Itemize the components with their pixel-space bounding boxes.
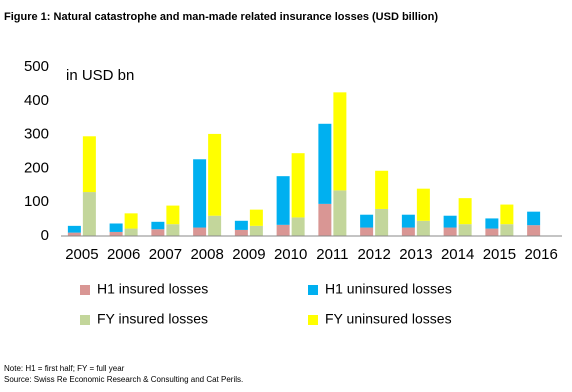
bar-segment xyxy=(360,227,374,236)
bar-segment xyxy=(124,228,138,236)
note: Note: H1 = first half; FY = full year xyxy=(4,364,125,373)
bar-segment xyxy=(166,224,180,236)
bar-segment xyxy=(443,227,457,236)
legend-swatch xyxy=(80,285,90,295)
legend-label: FY uninsured losses xyxy=(325,311,452,327)
bar-segment xyxy=(208,133,222,216)
source: Source: Swiss Re Economic Research & Con… xyxy=(4,375,243,384)
bar-segment xyxy=(401,227,415,236)
bar-segment xyxy=(291,153,305,218)
bar-segment xyxy=(318,203,332,236)
bar-segment xyxy=(193,159,207,228)
bar-segment xyxy=(375,170,389,209)
bar-segment xyxy=(249,209,263,226)
bar-segment xyxy=(208,215,222,236)
bar-segment xyxy=(109,223,123,232)
x-tick-label: 2013 xyxy=(399,246,432,263)
bar-segment xyxy=(416,188,430,221)
legend-label: H1 uninsured losses xyxy=(325,281,452,297)
legend-swatch xyxy=(308,285,318,295)
bar-segment xyxy=(500,204,514,225)
x-tick-label: 2011 xyxy=(316,246,348,263)
x-tick-label: 2008 xyxy=(190,246,223,263)
bar-segment xyxy=(360,214,374,228)
bar-segment xyxy=(67,232,81,236)
y-tick-label: 500 xyxy=(24,58,49,75)
bar-segment xyxy=(166,205,180,225)
x-tick-label: 2005 xyxy=(65,246,98,263)
bar-segment xyxy=(500,224,514,236)
y-tick-label: 400 xyxy=(24,92,49,109)
bar-segment xyxy=(375,208,389,236)
legend-swatch xyxy=(80,315,90,325)
bar-segment xyxy=(333,92,347,191)
x-tick-label: 2007 xyxy=(149,246,182,263)
x-tick-label: 2010 xyxy=(274,246,307,263)
bar-segment xyxy=(193,227,207,236)
bar-segment xyxy=(276,176,290,225)
x-tick-label: 2015 xyxy=(483,246,516,263)
x-tick-label: 2006 xyxy=(107,246,140,263)
x-tick-label: 2012 xyxy=(357,246,390,263)
y-tick-label: 200 xyxy=(24,159,49,176)
bar-segment xyxy=(401,214,415,228)
bar-segment xyxy=(151,229,165,236)
bar-segment xyxy=(151,221,165,230)
bar-segment xyxy=(234,229,248,236)
bar-segment xyxy=(276,224,290,236)
chart-title: Figure 1: Natural catastrophe and man-ma… xyxy=(4,11,438,23)
bar-segment xyxy=(333,190,347,236)
bar-segment xyxy=(527,225,541,236)
bar-segment xyxy=(458,224,472,236)
bar-segment xyxy=(485,228,499,236)
bar-segment xyxy=(234,220,248,230)
legend-label: H1 insured losses xyxy=(97,281,208,297)
annotation: in USD bn xyxy=(66,67,134,84)
bar-segment xyxy=(291,217,305,236)
bar-segment xyxy=(249,225,263,236)
x-tick-label: 2009 xyxy=(232,246,265,263)
bar-segment xyxy=(67,225,81,233)
bar-segment xyxy=(416,220,430,236)
bar-segment xyxy=(318,123,332,204)
bar-segment xyxy=(82,192,96,236)
bar-segment xyxy=(485,218,499,229)
bar-segment xyxy=(109,231,123,236)
y-tick-label: 0 xyxy=(41,227,49,244)
y-tick-label: 300 xyxy=(24,126,49,143)
bar-segment xyxy=(458,198,472,225)
y-tick-label: 100 xyxy=(24,193,49,210)
legend-swatch xyxy=(308,315,318,325)
bar-segment xyxy=(527,211,541,226)
bar-segment xyxy=(124,213,138,229)
x-tick-label: 2016 xyxy=(524,246,557,263)
bar-segment xyxy=(443,215,457,228)
x-tick-label: 2014 xyxy=(441,246,474,263)
bar-segment xyxy=(82,136,96,193)
legend-label: FY insured losses xyxy=(97,311,208,327)
